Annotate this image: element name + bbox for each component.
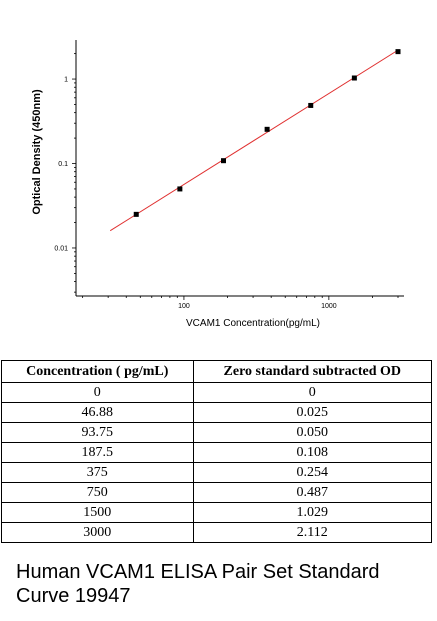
fit-line-group bbox=[109, 49, 399, 232]
chart-ticks: 100 1000 0.01 0.1 1 bbox=[54, 53, 399, 310]
data-point bbox=[395, 49, 401, 55]
table-row: 3000 2.112 bbox=[1, 522, 433, 543]
table-cell: 93.75 bbox=[1, 422, 194, 443]
table-cell: 187.5 bbox=[1, 442, 194, 463]
table-cell: 0.050 bbox=[192, 422, 433, 443]
table-cell: 1.029 bbox=[192, 502, 433, 523]
data-points bbox=[133, 49, 401, 217]
table-row: 46.88 0.025 bbox=[1, 402, 433, 423]
table-cell: 0 bbox=[192, 382, 433, 403]
table-cell: 0.108 bbox=[192, 442, 433, 463]
fit-line bbox=[109, 49, 399, 232]
table-cell: 1500 bbox=[1, 502, 194, 523]
table-row: 187.5 0.108 bbox=[1, 442, 433, 463]
table-header-row: Concentration ( pg/mL) Zero standard sub… bbox=[1, 360, 433, 383]
table-cell: 0.254 bbox=[192, 462, 433, 483]
y-tick-label: 0.1 bbox=[58, 161, 68, 168]
data-point bbox=[220, 158, 226, 164]
table-cell: 46.88 bbox=[1, 402, 194, 423]
table-cell: 0.487 bbox=[192, 482, 433, 503]
data-point bbox=[177, 186, 183, 192]
table-cell: 2.112 bbox=[192, 522, 433, 543]
x-tick-label: 1000 bbox=[321, 303, 337, 310]
figure-caption: Human VCAM1 ELISA Pair Set Standard Curv… bbox=[16, 561, 380, 607]
table-cell: 0 bbox=[1, 382, 194, 403]
table-row: 1500 1.029 bbox=[1, 502, 433, 523]
data-point bbox=[351, 75, 357, 81]
table-cell: 375 bbox=[1, 462, 194, 483]
standard-curve-chart: 100 1000 0.01 0.1 1 VCAM1 Concentration(pg/m… bbox=[31, 40, 404, 329]
table-cell: 3000 bbox=[1, 522, 194, 543]
table-header-od: Zero standard subtracted OD bbox=[192, 360, 433, 383]
y-tick-label: 0.01 bbox=[54, 245, 68, 252]
table-cell: 0.025 bbox=[192, 402, 433, 423]
table-row: 750 0.487 bbox=[1, 482, 433, 503]
y-tick-label: 1 bbox=[64, 77, 68, 84]
x-axis-title: VCAM1 Concentration(pg/mL) bbox=[186, 318, 320, 329]
table-row: 93.75 0.050 bbox=[1, 422, 433, 443]
data-point bbox=[133, 211, 139, 217]
standard-data-table: Concentration ( pg/mL) Zero standard sub… bbox=[1, 360, 433, 543]
y-axis-title: Optical Density (450nm) bbox=[31, 89, 43, 215]
table-header-concentration: Concentration ( pg/mL) bbox=[1, 360, 194, 383]
data-point bbox=[308, 102, 314, 108]
table-cell: 750 bbox=[1, 482, 194, 503]
x-tick-label: 100 bbox=[178, 303, 190, 310]
table-row: 375 0.254 bbox=[1, 462, 433, 483]
data-point bbox=[264, 126, 270, 132]
